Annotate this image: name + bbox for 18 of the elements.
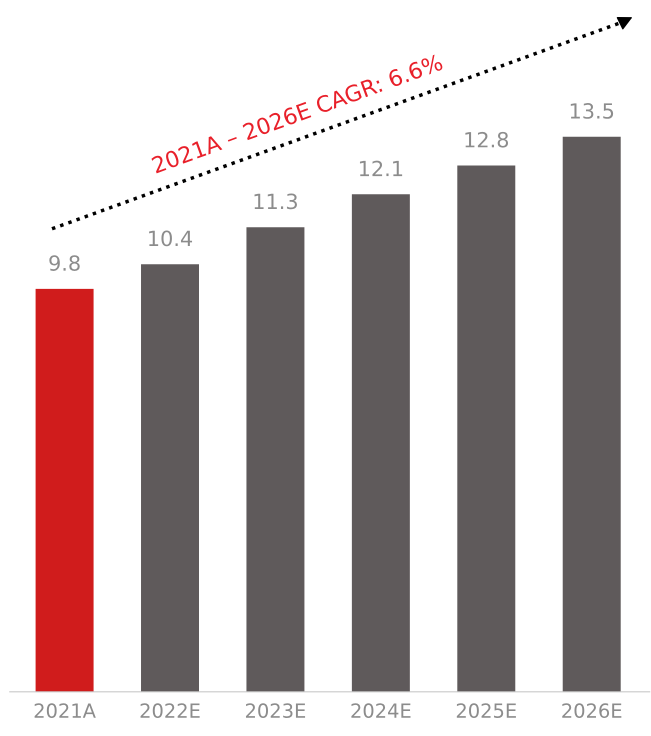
- data-label: 9.8: [49, 255, 80, 271]
- data-label: 10.4: [149, 230, 192, 246]
- x-tick-label: 2024E: [351, 703, 410, 718]
- x-tick-label: 2026E: [562, 703, 622, 718]
- x-tick-label: 2023E: [246, 703, 306, 718]
- data-label: 12.1: [360, 160, 402, 176]
- bar: [246, 227, 304, 692]
- data-label: 11.3: [254, 194, 297, 210]
- x-tick-label: 2021A: [34, 703, 96, 718]
- data-label: 12.8: [465, 132, 508, 148]
- bar: [36, 288, 94, 692]
- data-label: 13.5: [570, 103, 614, 119]
- bar: [457, 166, 516, 692]
- x-tick-label: 2025E: [456, 703, 516, 718]
- bar: [141, 264, 200, 692]
- bar: [352, 194, 410, 692]
- bar: [562, 136, 621, 692]
- x-tick-label: 2022E: [140, 703, 200, 718]
